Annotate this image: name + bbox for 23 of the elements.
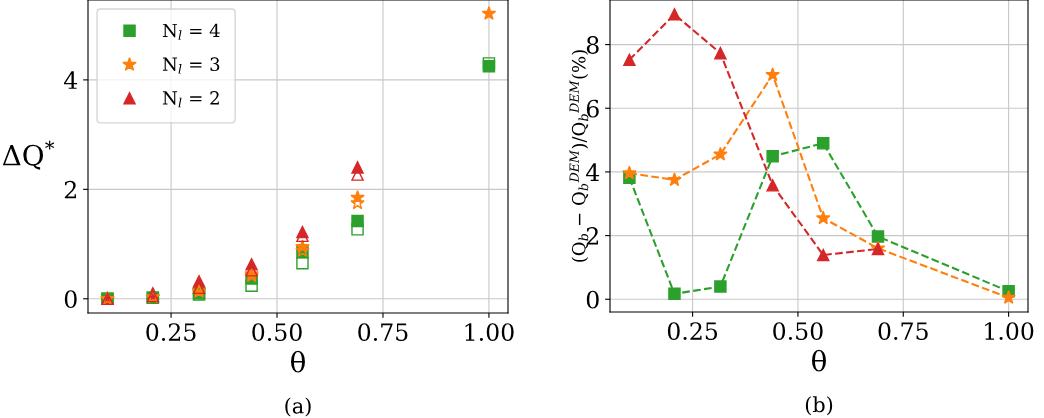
legend-label: N$_{l}$ = 3 — [162, 57, 220, 74]
x-tick-label: 0.75 — [878, 322, 928, 340]
x-tick-label: 0.25 — [146, 323, 196, 341]
y-axis-title: ΔQ$^{*}$ — [2, 140, 55, 170]
text: (a) — [285, 397, 311, 417]
y-tick-label: 2 — [64, 180, 76, 199]
x-tick-label: 0.50 — [252, 323, 302, 341]
y-tick-label: 8 — [586, 36, 599, 54]
x-tick-label: 0.75 — [358, 323, 408, 341]
text: (b) — [805, 396, 833, 416]
legend-label: N$_{l}$ = 4 — [162, 23, 220, 40]
x-tick-label: 1.00 — [465, 323, 514, 341]
y-tick-label: 2 — [586, 227, 598, 245]
y-tick-label: 0 — [586, 290, 599, 309]
y-tick-label: 0 — [64, 290, 77, 309]
x-tick-label: 0.50 — [773, 322, 823, 340]
y-tick-label: 4 — [63, 71, 78, 89]
x-tick-label: 0.25 — [667, 322, 718, 340]
x-axis-title: θ — [812, 349, 826, 372]
x-axis-title: θ — [291, 350, 305, 373]
x-tick-label: 1.00 — [985, 322, 1034, 340]
y-tick-label: 6 — [586, 99, 599, 118]
legend-label: N$_{l}$ = 2 — [162, 91, 219, 108]
